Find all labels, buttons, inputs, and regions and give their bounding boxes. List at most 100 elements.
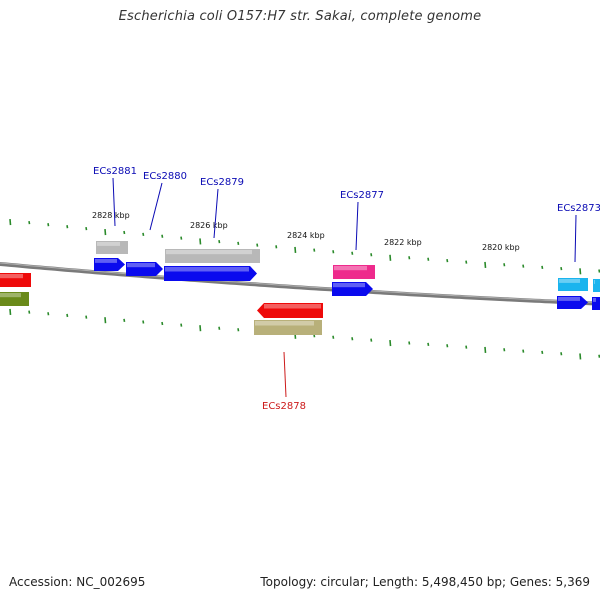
feature-green-body[interactable] <box>0 292 29 306</box>
gene-label-leader <box>574 214 577 263</box>
outer-tick-mark <box>427 257 430 261</box>
feature-green-shine <box>0 293 21 298</box>
outer-tick-mark <box>313 248 316 252</box>
inner-tick-mark <box>180 323 183 327</box>
scale-label: 2828 kbp <box>92 211 130 220</box>
inner-tick-mark <box>541 350 544 355</box>
feature-cyan[interactable] <box>558 278 588 291</box>
feature-red[interactable] <box>0 273 31 287</box>
backbone-highlight <box>0 262 600 304</box>
inner-tick-mark <box>123 318 126 322</box>
outer-tick-mark <box>522 264 525 268</box>
cds-arrow-shine <box>95 259 117 263</box>
inner-tick-mark <box>427 342 430 346</box>
inner-tick-mark <box>218 326 221 330</box>
feature-gray-body[interactable] <box>165 249 260 263</box>
inner-tick-mark <box>465 345 468 349</box>
feature-olive[interactable] <box>254 320 322 335</box>
gene-label[interactable]: ECs2880 <box>143 171 187 182</box>
scale-label: 2826 kbp <box>190 221 228 230</box>
gene-label[interactable]: ECs2877 <box>340 190 384 201</box>
inner-tick-mark <box>161 321 164 326</box>
outer-tick-mark <box>560 266 563 271</box>
feature-red-body[interactable] <box>0 273 31 287</box>
outer-tick-mark <box>237 241 240 246</box>
outer-tick-mark <box>275 245 278 249</box>
inner-tick-mark <box>9 308 12 315</box>
outer-tick-mark <box>484 261 487 269</box>
outer-tick-mark <box>47 223 50 227</box>
genome-title: Escherichia coli O157:H7 str. Sakai, com… <box>118 9 482 24</box>
cds-arrow-shine <box>127 263 155 268</box>
inner-tick-mark <box>85 315 88 319</box>
cds-arrow[interactable] <box>557 296 588 309</box>
outer-tick-mark <box>123 230 126 235</box>
outer-tick-mark <box>256 243 259 247</box>
inner-tick-mark <box>370 338 373 342</box>
cds-arrow-shine <box>558 297 580 301</box>
cds-arrow-body[interactable] <box>557 296 588 309</box>
feature-gray-shine <box>166 250 252 255</box>
cds-arrow-body[interactable] <box>126 262 163 276</box>
outer-tick-mark <box>465 260 468 264</box>
outer-tick-mark <box>199 238 202 245</box>
feature-gray[interactable] <box>96 241 128 254</box>
feature-gray[interactable] <box>165 249 260 263</box>
feature-magenta-body[interactable] <box>333 265 375 279</box>
outer-tick-mark <box>218 240 221 244</box>
feature-red[interactable] <box>257 303 323 318</box>
cds-arrow[interactable] <box>126 262 163 276</box>
inner-tick-mark <box>237 328 240 332</box>
inner-tick-mark <box>446 344 449 348</box>
feature-cyan-shine <box>594 280 595 284</box>
inner-tick-mark <box>522 349 525 353</box>
feature-red-shine <box>264 304 321 309</box>
feature-gray-body[interactable] <box>96 241 128 254</box>
outer-tick-mark <box>389 254 392 261</box>
inner-tick-mark <box>66 313 69 318</box>
outer-tick-mark <box>579 268 582 275</box>
cds-arrow[interactable] <box>332 282 373 296</box>
cds-arrow[interactable] <box>164 266 257 281</box>
cds-arrow-body[interactable] <box>592 297 600 310</box>
outer-tick-mark <box>503 263 506 267</box>
cds-arrow-body[interactable] <box>332 282 373 296</box>
gene-label[interactable]: ECs2879 <box>200 177 244 188</box>
feature-cyan[interactable] <box>593 279 600 292</box>
cds-arrow-body[interactable] <box>164 266 257 281</box>
cds-arrow-body[interactable] <box>94 258 125 271</box>
gene-label-leader <box>355 201 359 251</box>
outer-tick-mark <box>180 236 183 240</box>
inner-tick-mark <box>47 312 50 316</box>
cds-arrow[interactable] <box>94 258 125 271</box>
feature-red-body[interactable] <box>257 303 323 318</box>
gene-label-leader <box>149 182 163 231</box>
cds-arrow-shine <box>333 283 365 288</box>
outer-tick-mark <box>541 265 544 270</box>
inner-tick-mark <box>351 337 354 341</box>
gene-label[interactable]: ECs2873 <box>557 203 600 214</box>
cds-arrow[interactable] <box>592 297 600 310</box>
inner-tick-mark <box>28 310 31 314</box>
outer-tick-mark <box>9 219 12 226</box>
gene-label-leader <box>112 177 116 227</box>
feature-cyan-body[interactable] <box>593 279 600 292</box>
inner-tick-mark <box>598 354 600 358</box>
inner-tick-mark <box>199 325 202 332</box>
gene-label[interactable]: ECs2881 <box>93 166 137 177</box>
outer-tick-mark <box>66 225 69 229</box>
gene-label[interactable]: ECs2878 <box>262 401 306 412</box>
scale-label: 2820 kbp <box>482 243 520 252</box>
outer-tick-mark <box>85 227 88 231</box>
feature-cyan-body[interactable] <box>558 278 588 291</box>
outer-tick-mark <box>446 259 449 263</box>
feature-green[interactable] <box>0 292 29 306</box>
outer-tick-mark <box>598 269 600 273</box>
inner-tick-mark <box>503 348 506 352</box>
scale-label: 2822 kbp <box>384 238 422 247</box>
gene-label-leader <box>283 351 287 398</box>
feature-olive-body[interactable] <box>254 320 322 335</box>
feature-magenta[interactable] <box>333 265 375 279</box>
